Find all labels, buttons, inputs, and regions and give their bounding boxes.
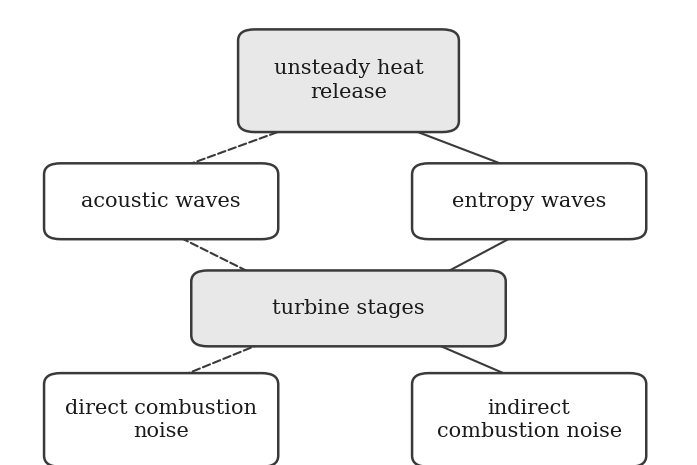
FancyBboxPatch shape <box>44 373 278 465</box>
FancyBboxPatch shape <box>412 373 646 465</box>
Text: entropy waves: entropy waves <box>452 192 606 211</box>
Text: acoustic waves: acoustic waves <box>82 192 241 211</box>
FancyBboxPatch shape <box>191 271 506 346</box>
Text: unsteady heat
release: unsteady heat release <box>274 60 423 102</box>
FancyBboxPatch shape <box>412 163 646 239</box>
Text: turbine stages: turbine stages <box>273 299 424 318</box>
Text: indirect
combustion noise: indirect combustion noise <box>436 399 622 441</box>
FancyBboxPatch shape <box>44 163 278 239</box>
FancyBboxPatch shape <box>238 29 459 132</box>
Text: direct combustion
noise: direct combustion noise <box>65 399 257 441</box>
